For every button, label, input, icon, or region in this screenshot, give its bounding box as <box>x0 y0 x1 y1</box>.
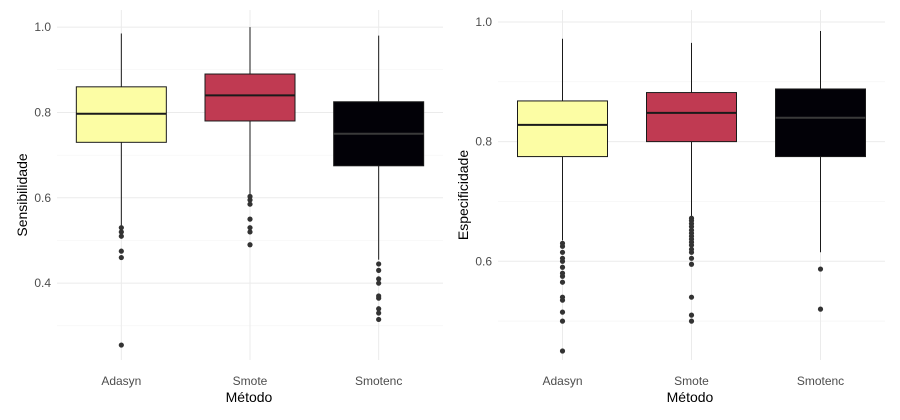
outlier-point <box>688 223 695 230</box>
sensibilidade-y-tick-label: 0.4 <box>34 276 51 290</box>
outlier-point <box>559 279 566 285</box>
especificidade-panel: 0.6 0.8 1.0 Adasyn Smote Smotenc Método Espe… <box>455 10 885 405</box>
especificidade-x-tick-label: Adasyn <box>542 374 582 388</box>
outlier-point <box>247 225 253 231</box>
outlier-point <box>247 197 253 203</box>
outlier-point <box>376 310 382 316</box>
especificidade-x-tick-label: Smotenc <box>797 374 844 388</box>
outlier-point <box>688 249 695 255</box>
box <box>204 73 296 122</box>
outlier-point <box>559 243 566 249</box>
outlier-point <box>376 267 382 273</box>
outlier-point <box>118 225 124 231</box>
outlier-point <box>688 242 695 248</box>
outlier-point <box>559 348 566 354</box>
especificidade-y-axis: 0.6 0.8 1.0 <box>475 15 492 268</box>
sensibilidade-boxes <box>75 27 425 348</box>
outlier-point <box>118 248 124 254</box>
box <box>775 88 866 158</box>
sensibilidade-x-axis: Adasyn Smote Smotenc <box>101 374 402 388</box>
especificidade-boxes <box>517 30 866 354</box>
especificidade-y-tick-label: 1.0 <box>475 15 492 29</box>
sensibilidade-panel: 0.4 0.6 0.8 1.0 Adasyn Smote Smotenc Método S… <box>14 10 443 405</box>
especificidade-y-tick-label: 0.6 <box>475 254 492 268</box>
sensibilidade-x-axis-title: Método <box>226 389 273 405</box>
outlier-point <box>376 280 382 286</box>
outlier-point <box>559 273 566 279</box>
outlier-point <box>118 342 124 348</box>
outlier-point <box>817 266 824 272</box>
outlier-point <box>376 276 382 282</box>
especificidade-y-axis-title: Especificidade <box>455 150 471 240</box>
outlier-point <box>559 318 566 324</box>
especificidade-box-smote <box>646 42 737 324</box>
outlier-point <box>559 264 566 270</box>
outlier-point <box>247 229 253 235</box>
sensibilidade-y-tick-label: 0.8 <box>34 105 51 119</box>
outlier-point <box>118 229 124 235</box>
outlier-point <box>688 261 695 267</box>
outlier-point <box>247 201 253 207</box>
especificidade-x-axis-title: Método <box>667 389 714 405</box>
sensibilidade-x-tick-label: Smote <box>233 374 268 388</box>
especificidade-x-axis: Adasyn Smote Smotenc <box>542 374 844 388</box>
outlier-point <box>376 316 382 323</box>
outlier-point <box>247 242 253 248</box>
sensibilidade-box-adasyn <box>75 33 167 348</box>
outlier-point <box>688 312 695 318</box>
sensibilidade-x-tick-label: Smotenc <box>355 374 402 388</box>
outlier-point <box>817 306 824 312</box>
outlier-point <box>376 261 382 267</box>
outlier-point <box>247 216 253 222</box>
sensibilidade-box-smote <box>204 27 296 248</box>
especificidade-box-smotenc <box>775 30 866 312</box>
outlier-point <box>688 294 695 300</box>
especificidade-box-adasyn <box>517 38 608 354</box>
outlier-point <box>688 255 695 261</box>
especificidade-y-tick-label: 0.8 <box>475 135 492 149</box>
outlier-point <box>559 297 566 303</box>
outlier-point <box>688 318 695 324</box>
sensibilidade-x-tick-label: Adasyn <box>101 374 141 388</box>
sensibilidade-y-tick-label: 0.6 <box>34 191 51 205</box>
box <box>646 92 737 143</box>
outlier-point <box>118 254 124 261</box>
outlier-point <box>559 249 566 255</box>
sensibilidade-y-axis-title: Sensibilidade <box>14 153 30 236</box>
outlier-point <box>559 258 566 264</box>
outlier-point <box>559 309 566 315</box>
sensibilidade-y-axis: 0.4 0.6 0.8 1.0 <box>34 20 51 290</box>
especificidade-x-tick-label: Smote <box>674 374 709 388</box>
sensibilidade-y-tick-label: 1.0 <box>34 20 51 34</box>
outlier-point <box>376 295 382 301</box>
sensibilidade-box-smotenc <box>333 35 425 323</box>
outlier-point <box>118 233 124 239</box>
outlier-point <box>376 306 382 312</box>
box <box>517 100 608 158</box>
